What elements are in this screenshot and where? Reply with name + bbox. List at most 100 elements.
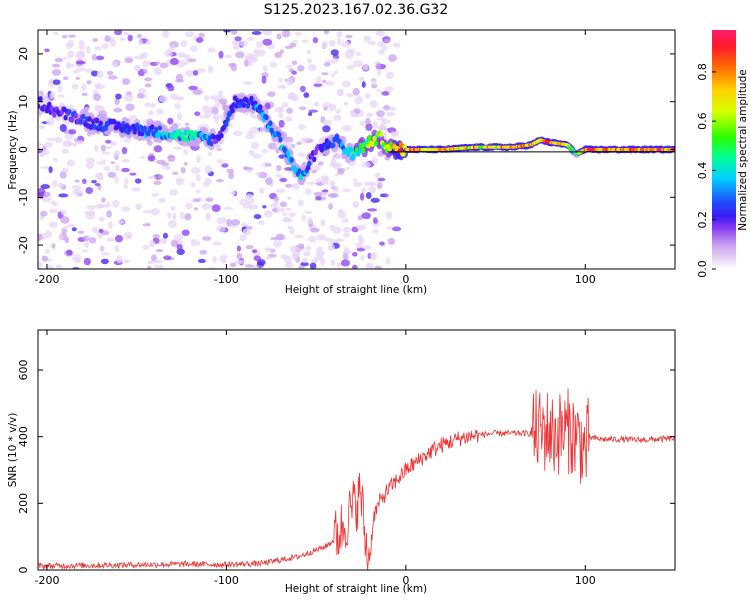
colorbar-tick-label: 0.4 [696, 162, 709, 180]
noise-speckle [45, 197, 52, 203]
noise-speckle [76, 60, 86, 65]
noise-speckle [207, 151, 213, 157]
noise-speckle [76, 67, 86, 72]
noise-speckle [364, 93, 371, 99]
noise-speckle [321, 189, 329, 193]
noise-speckle [321, 40, 328, 49]
noise-speckle [201, 202, 212, 211]
noise-speckle [262, 205, 267, 209]
noise-speckle [361, 212, 371, 220]
noise-speckle [180, 167, 186, 174]
ridge-core [230, 107, 235, 114]
noise-speckle [96, 70, 104, 78]
noise-speckle [49, 92, 55, 100]
noise-speckle [265, 162, 272, 167]
noise-speckle [138, 39, 143, 46]
noise-speckle [125, 103, 135, 112]
noise-speckle [216, 217, 225, 225]
noise-speckle [253, 214, 262, 220]
noise-speckle [92, 38, 99, 42]
noise-speckle [171, 171, 179, 175]
noise-speckle [158, 197, 166, 203]
noise-speckle [194, 111, 201, 116]
noise-speckle [387, 237, 395, 245]
noise-speckle [308, 64, 317, 72]
noise-speckle [46, 137, 57, 142]
noise-speckle [378, 49, 385, 55]
noise-speckle [159, 62, 168, 69]
noise-speckle [215, 95, 224, 100]
noise-speckle [276, 85, 287, 89]
colorbar-tick-label: 0.6 [696, 112, 709, 130]
ridge-core [92, 124, 97, 130]
noise-speckle [207, 47, 216, 53]
noise-speckle [167, 220, 177, 228]
noise-speckle [361, 81, 366, 88]
noise-speckle [40, 166, 51, 169]
noise-speckle [311, 170, 317, 174]
noise-speckle [268, 142, 277, 150]
noise-speckle [274, 51, 283, 59]
noise-speckle [61, 148, 70, 154]
noise-speckle [63, 226, 69, 230]
noise-speckle [264, 102, 271, 110]
noise-speckle [106, 146, 113, 149]
colorbar-tick-label: 0.8 [696, 63, 709, 81]
noise-speckle [315, 195, 322, 201]
ridge-core [153, 126, 159, 133]
noise-speckle [274, 107, 282, 113]
noise-speckle [322, 79, 327, 83]
noise-speckle [300, 137, 308, 143]
noise-speckle [342, 218, 349, 223]
noise-speckle [101, 197, 106, 203]
noise-speckle [98, 216, 105, 222]
noise-speckle [105, 139, 112, 144]
ridge-core [150, 124, 155, 130]
noise-speckle [86, 205, 96, 210]
ridge-core [38, 96, 43, 102]
noise-speckle [333, 114, 342, 121]
noise-speckle [172, 212, 177, 220]
noise-speckle [382, 193, 389, 198]
noise-speckle [275, 174, 283, 178]
snr-series-line [38, 388, 675, 570]
noise-speckle [131, 187, 141, 192]
noise-speckle [55, 137, 63, 144]
noise-speckle [377, 177, 386, 182]
x-tick-label: 100 [575, 273, 596, 286]
noise-speckle [236, 252, 243, 260]
noise-speckle [144, 83, 152, 88]
noise-speckle [282, 212, 288, 217]
noise-speckle [341, 41, 351, 48]
noise-speckle [78, 45, 86, 50]
noise-speckle [88, 209, 96, 217]
y-tick-label: -10 [17, 188, 30, 206]
noise-speckle [114, 176, 120, 184]
noise-speckle [386, 111, 396, 117]
noise-speckle [388, 54, 397, 62]
noise-speckle [244, 59, 249, 67]
noise-speckle [343, 246, 350, 254]
y-tick-label: 10 [17, 95, 30, 109]
noise-speckle [184, 213, 192, 221]
noise-speckle [161, 165, 172, 170]
noise-speckle [78, 39, 85, 48]
noise-speckle [52, 179, 58, 188]
noise-speckle [112, 199, 120, 208]
noise-speckle [320, 219, 326, 227]
ridge-core [264, 114, 269, 121]
noise-speckle [71, 83, 79, 90]
noise-speckle [67, 50, 75, 59]
noise-speckle [85, 187, 94, 194]
noise-speckle [121, 167, 130, 173]
noise-speckle [226, 168, 235, 174]
ridge-core [69, 117, 75, 123]
noise-speckle [110, 161, 116, 165]
noise-speckle [192, 89, 202, 95]
noise-speckle [215, 179, 224, 183]
x-tick-label: -100 [214, 574, 239, 587]
ridge-core [331, 142, 336, 149]
noise-speckle [359, 76, 365, 82]
noise-speckle [109, 141, 117, 147]
noise-speckle [195, 173, 201, 182]
